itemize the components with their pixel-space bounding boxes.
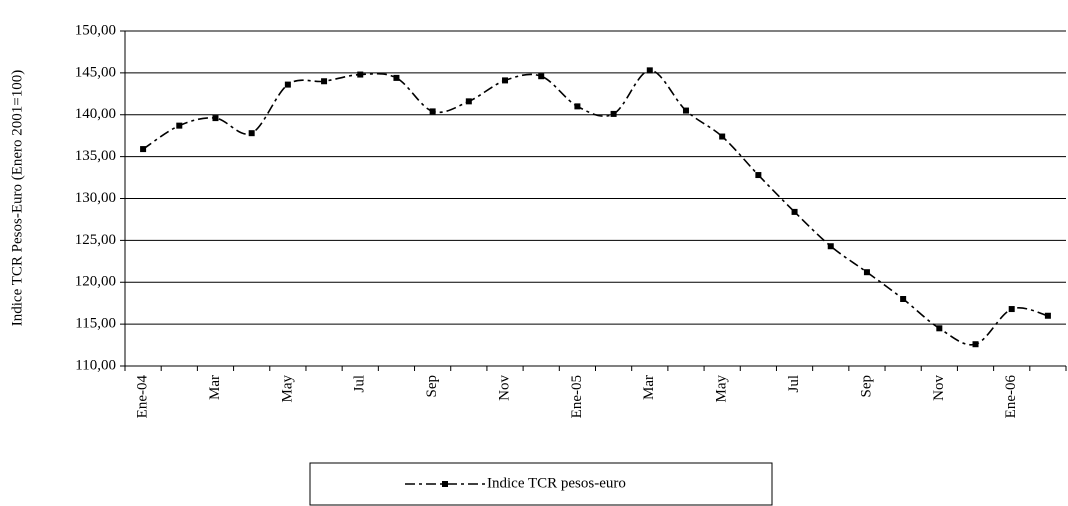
y-tick-label: 130,00: [75, 190, 116, 206]
x-tick-label: Ene-05: [569, 375, 585, 418]
point-marker: [1008, 306, 1015, 313]
point-marker: [574, 103, 581, 110]
legend: [309, 462, 773, 506]
point-marker: [465, 98, 472, 105]
legend-marker: [442, 481, 448, 487]
x-tick-label: May: [714, 375, 730, 403]
point-marker: [610, 110, 617, 117]
x-tick-label: Jul: [352, 375, 368, 393]
point-marker: [212, 115, 219, 122]
point-marker: [1044, 312, 1051, 319]
x-tick-label: Nov: [496, 375, 512, 401]
x-tick-label: Nov: [931, 375, 947, 401]
point-marker: [863, 269, 870, 276]
point-marker: [646, 67, 653, 74]
series-line: [142, 69, 1049, 346]
y-tick-label: 145,00: [75, 64, 116, 80]
point-marker: [321, 78, 328, 85]
x-tick-label: Mar: [207, 375, 223, 400]
x-tick-label: Sep: [424, 375, 440, 398]
x-tick-label: Ene-06: [1003, 375, 1019, 419]
legend-label: Indice TCR pesos-euro: [487, 475, 626, 491]
x-tick-label: Jul: [786, 375, 802, 393]
point-marker: [176, 122, 183, 129]
point-marker: [357, 71, 364, 78]
x-tick-label: Ene-04: [135, 375, 151, 419]
point-marker: [936, 325, 943, 332]
point-marker: [248, 130, 255, 137]
point-marker: [900, 296, 907, 302]
x-tick-label: Sep: [858, 375, 874, 398]
point-marker: [972, 341, 979, 348]
point-marker: [538, 73, 545, 80]
y-tick-label: 140,00: [75, 106, 116, 122]
point-marker: [755, 172, 762, 179]
y-tick-label: 125,00: [75, 232, 116, 248]
y-tick-label: 150,00: [75, 22, 116, 38]
y-tick-label: 110,00: [75, 357, 116, 373]
y-tick-label: 120,00: [75, 274, 116, 290]
point-marker: [429, 108, 436, 115]
point-marker: [140, 146, 147, 153]
point-marker: [719, 133, 726, 140]
point-marker: [827, 243, 834, 250]
point-marker: [791, 208, 798, 215]
y-axis-title: Indice TCR Pesos-Euro (Enero 2001=100): [9, 70, 25, 326]
point-marker: [502, 77, 509, 84]
x-tick-label: Mar: [641, 375, 657, 400]
y-tick-label: 115,00: [75, 316, 116, 332]
x-tick-label: May: [279, 375, 295, 403]
point-marker: [682, 107, 689, 114]
point-marker: [393, 74, 400, 81]
point-marker: [284, 81, 291, 88]
y-tick-label: 135,00: [75, 148, 116, 164]
